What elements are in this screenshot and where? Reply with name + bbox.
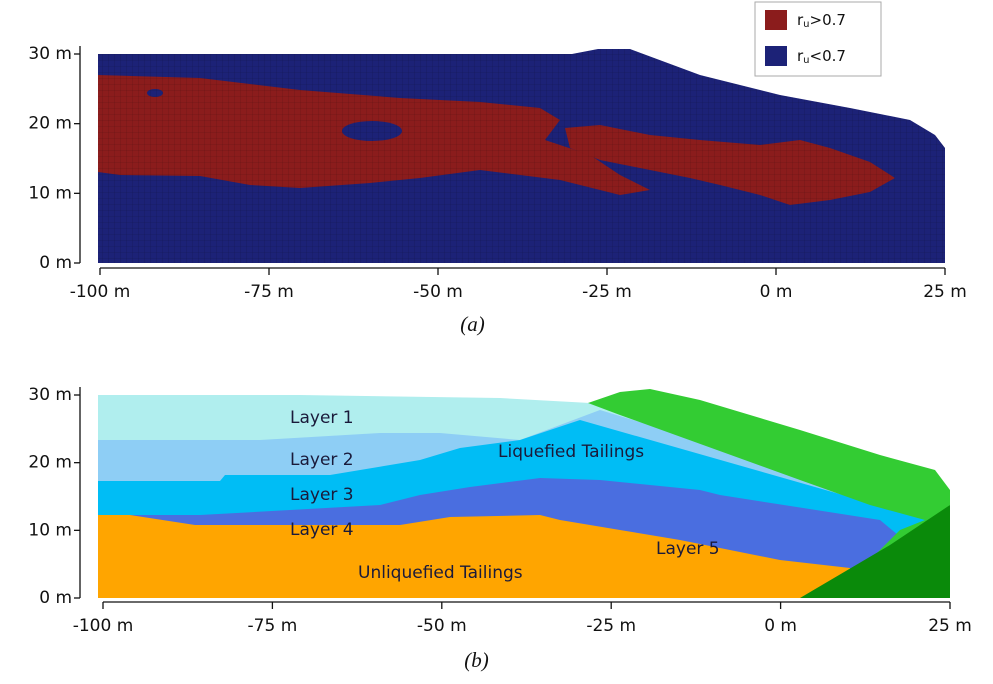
y-tick-label: 10 m: [28, 520, 72, 540]
x-tick-label: 0 m: [760, 282, 793, 302]
figure: Layer 1 Layer 2 Layer 3 Layer 4 Liquefie…: [0, 0, 993, 684]
annotation: Layer 5: [656, 539, 720, 559]
y-tick-label: 0 m: [39, 588, 72, 608]
x-tick-label: -25 m: [582, 282, 632, 302]
annotation: Layer 3: [290, 485, 354, 505]
y-tick-label: 20 m: [28, 453, 72, 473]
annotation: Unliquefied Tailings: [358, 563, 523, 583]
y-tick-label: 0 m: [39, 253, 72, 273]
x-tick-label: 25 m: [928, 616, 972, 636]
legend-swatch: [765, 46, 787, 66]
caption: (a): [460, 312, 485, 336]
y-tick-label: 30 m: [28, 44, 72, 64]
caption: (b): [464, 648, 489, 672]
x-tick-label: 25 m: [923, 282, 967, 302]
legend-text: <0.7: [810, 47, 846, 65]
mesh: [98, 49, 945, 263]
annotation: Liquefied Tailings: [498, 442, 644, 462]
panel-b: Layer 1 Layer 2 Layer 3 Layer 4 Liquefie…: [98, 389, 950, 598]
x-tick-label: -100 m: [70, 282, 131, 302]
y-tick-label: 10 m: [28, 183, 72, 203]
x-tick-label: 0 m: [764, 616, 797, 636]
x-tick-label: -75 m: [248, 616, 298, 636]
y-tick-label: 30 m: [28, 385, 72, 405]
annotation: Layer 4: [290, 520, 354, 540]
y-tick-label: 20 m: [28, 114, 72, 134]
x-tick-label: -50 m: [417, 616, 467, 636]
x-tick-label: -25 m: [586, 616, 636, 636]
x-tick-label: -50 m: [413, 282, 463, 302]
x-tick-label: -100 m: [73, 616, 134, 636]
legend-swatch: [765, 10, 787, 30]
annotation: Layer 1: [290, 408, 354, 428]
panel-a: [98, 2, 945, 263]
annotation: Layer 2: [290, 450, 354, 470]
x-tick-label: -75 m: [244, 282, 294, 302]
legend-text: >0.7: [810, 11, 846, 29]
